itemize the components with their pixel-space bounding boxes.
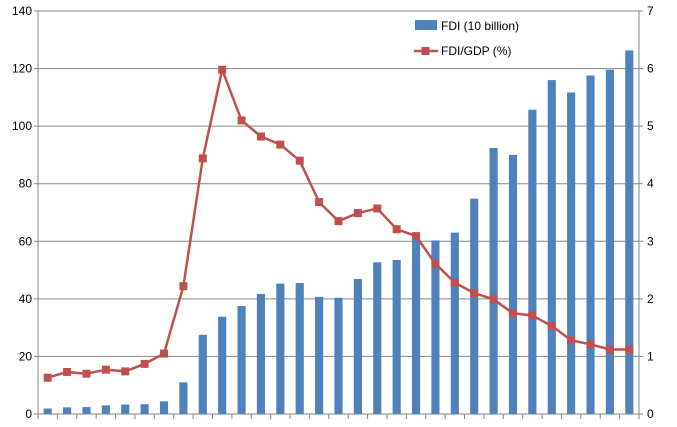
fdi-bar <box>353 278 362 414</box>
fdi-bar <box>295 283 304 414</box>
fdi-bar <box>470 198 479 414</box>
y-right-tick-label: 1 <box>647 349 654 363</box>
axes: 0 20 40 60 80 100 120 140 0 1 2 3 4 5 6 7 <box>12 4 654 421</box>
fdi-bar <box>450 232 459 414</box>
fdi-bar <box>373 262 382 414</box>
fdi-bar <box>159 401 169 414</box>
fdi-bar <box>431 240 440 414</box>
y-right-tick-label: 5 <box>647 119 654 133</box>
fdi-gdp-marker <box>276 140 285 149</box>
fdi-gdp-marker <box>334 217 343 226</box>
bar-series <box>43 50 634 415</box>
fdi-bar <box>43 408 52 414</box>
fdi-bar <box>508 154 518 414</box>
legend-line-label: FDI/GDP (%) <box>441 44 511 58</box>
fdi-gdp-marker <box>528 311 537 320</box>
fdi-gdp-marker <box>295 156 304 165</box>
y-left-tick-label: 80 <box>19 177 33 191</box>
fdi-bar <box>605 69 614 415</box>
fdi-bar <box>218 316 227 414</box>
fdi-gdp-marker <box>547 321 556 330</box>
fdi-gdp-marker <box>605 345 614 354</box>
fdi-bar <box>101 405 110 414</box>
fdi-bar <box>121 404 130 414</box>
y-right-tick-label: 6 <box>647 62 654 76</box>
fdi-bar <box>586 75 595 414</box>
y-right-tick-label: 3 <box>647 234 654 248</box>
fdi-bar <box>334 297 343 414</box>
fdi-gdp-marker <box>489 295 498 304</box>
legend: FDI (10 billion) FDI/GDP (%) <box>414 19 519 58</box>
y-left-tick-label: 20 <box>19 349 33 363</box>
legend-bar-label: FDI (10 billion) <box>441 19 519 33</box>
fdi-gdp-marker <box>567 336 576 345</box>
fdi-gdp-marker <box>431 259 440 268</box>
fdi-bar <box>63 407 72 414</box>
fdi-gdp-marker <box>586 340 595 349</box>
fdi-bar <box>237 306 246 414</box>
fdi-bar <box>82 407 91 414</box>
y-left-tick-label: 140 <box>12 4 32 18</box>
fdi-gdp-marker <box>218 65 227 74</box>
fdi-bar <box>625 50 634 414</box>
fdi-bar <box>140 404 149 414</box>
fdi-gdp-marker <box>179 282 188 291</box>
fdi-gdp-marker <box>256 132 265 141</box>
fdi-gdp-marker <box>625 345 634 354</box>
fdi-gdp-marker <box>392 225 401 234</box>
legend-bar-swatch <box>415 20 437 30</box>
y-right-tick-label: 7 <box>647 4 654 18</box>
y-left-tick-label: 120 <box>12 62 32 76</box>
fdi-bar <box>315 296 324 414</box>
legend-line-marker <box>421 47 430 55</box>
fdi-gdp-marker <box>160 349 169 358</box>
fdi-gdp-marker <box>121 367 130 376</box>
y-left-tick-label: 40 <box>19 292 33 306</box>
fdi-gdp-marker <box>140 359 149 368</box>
fdi-gdp-marker <box>508 309 517 318</box>
fdi-bar <box>179 382 188 414</box>
fdi-gdp-marker <box>470 289 479 298</box>
fdi-gdp-marker <box>450 278 459 287</box>
fdi-gdp-marker <box>63 367 72 376</box>
fdi-gdp-marker <box>315 198 324 207</box>
fdi-bar <box>198 334 207 414</box>
fdi-bar <box>528 109 537 415</box>
y-right-tick-label: 2 <box>647 292 654 306</box>
y-left-tick-label: 100 <box>12 119 32 133</box>
fdi-gdp-marker <box>101 365 110 374</box>
y-right-tick-label: 4 <box>647 177 654 191</box>
fdi-bar <box>489 148 498 414</box>
y-left-tick-label: 60 <box>19 234 33 248</box>
fdi-bar <box>392 259 401 414</box>
y-right-tick-label: 0 <box>647 407 654 421</box>
fdi-gdp-marker <box>43 373 52 382</box>
fdi-gdp-marker <box>373 204 382 213</box>
fdi-gdp-marker <box>82 369 91 378</box>
fdi-bar <box>276 283 285 414</box>
line-series <box>43 65 634 382</box>
y-left-tick-label: 0 <box>25 407 32 421</box>
fdi-bar <box>547 80 556 414</box>
fdi-gdp-marker <box>198 154 207 163</box>
fdi-gdp-marker <box>353 209 362 218</box>
gridlines <box>38 10 639 357</box>
fdi-bar <box>256 293 266 414</box>
fdi-gdp-marker <box>237 116 246 125</box>
fdi-bar <box>411 239 421 414</box>
fdi-bar <box>567 92 576 415</box>
fdi-gdp-marker <box>412 232 421 241</box>
